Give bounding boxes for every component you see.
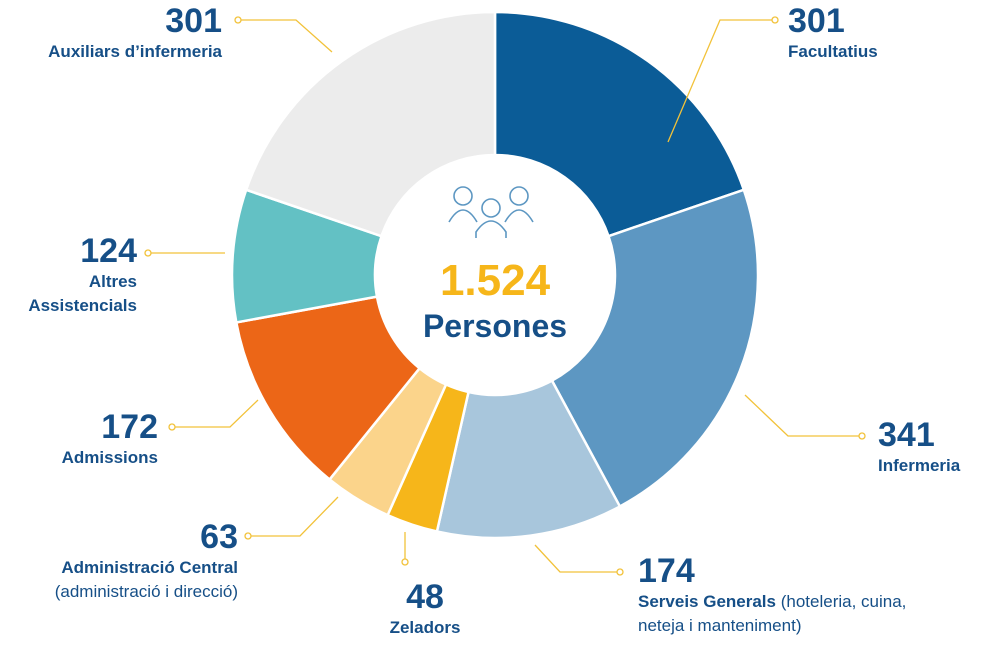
leader-line <box>534 544 620 573</box>
slice-name: Facultatius <box>788 42 878 61</box>
slice-label: 172 Admissions <box>0 408 158 470</box>
center-value: 1.524 <box>439 256 551 305</box>
center-text: Persones <box>422 308 568 344</box>
slice-value: 63 <box>200 518 238 556</box>
slices <box>230 10 760 540</box>
leader-dot <box>144 249 152 257</box>
slice-text: Infermeria <box>878 454 984 478</box>
slice-text: Serveis Generals (hoteleria, cuina, nete… <box>638 590 928 638</box>
slice-name: Auxiliars d’infermeria <box>48 42 222 61</box>
slice-text: Administració Central (administració i d… <box>2 556 238 604</box>
slice-label: 341 Infermeria <box>878 416 984 478</box>
slice-label: 301 Facultatius <box>788 2 984 64</box>
slice-value: 301 <box>788 2 845 40</box>
leader-dot <box>244 532 252 540</box>
slice-value: 301 <box>165 2 222 40</box>
slice-label: 48 Zeladors <box>360 578 490 640</box>
slice-label: 174 Serveis Generals (hoteleria, cuina, n… <box>638 552 928 638</box>
slice-note: (hoteleria, cuina, neteja i manteniment) <box>638 592 907 635</box>
slice-name: Administració Central <box>61 558 238 577</box>
leader-dot <box>771 16 779 24</box>
slice-text: Zeladors <box>360 616 490 640</box>
slice-label: 301 Auxiliars d’infermeria <box>0 2 222 64</box>
leader-line <box>238 19 333 53</box>
leader-line <box>744 394 862 437</box>
slice <box>244 10 497 238</box>
leader-dot <box>234 16 242 24</box>
leader-dot <box>401 558 409 566</box>
slice <box>493 10 746 238</box>
slice-value: 172 <box>101 408 158 446</box>
slice-name: Serveis Generals <box>638 592 776 611</box>
leader-dot <box>168 423 176 431</box>
leader-line <box>667 19 775 143</box>
slice-name: Infermeria <box>878 456 961 475</box>
slice-note: (administració i direcció) <box>54 582 238 601</box>
slice-value: 124 <box>80 232 137 270</box>
leader-line <box>172 399 259 428</box>
slice-text: Admissions <box>0 446 158 470</box>
slice-text: Altres Assistencials <box>12 270 137 318</box>
slice <box>550 188 760 509</box>
slice-text: Auxiliars d’infermeria <box>0 40 222 64</box>
people-icon <box>448 186 534 238</box>
slice-value: 174 <box>638 552 695 590</box>
leader-line <box>248 496 339 537</box>
slice-name: Zeladors <box>389 618 461 637</box>
slice-value: 341 <box>878 416 935 454</box>
slice-label: 63 Administració Central (administració i… <box>2 518 238 604</box>
slice-label: 124 Altres Assistencials <box>12 232 137 318</box>
slice-value: 48 <box>406 578 444 616</box>
leader-dot <box>858 432 866 440</box>
slice-name: Altres Assistencials <box>28 272 137 315</box>
slice-name: Admissions <box>61 448 158 467</box>
leader-dot <box>616 568 624 576</box>
slice-text: Facultatius <box>788 40 984 64</box>
